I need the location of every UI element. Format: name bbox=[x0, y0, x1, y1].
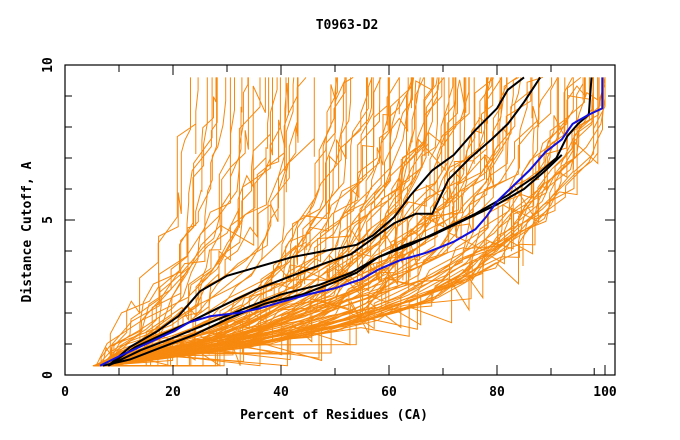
model-line bbox=[110, 77, 586, 367]
model-line bbox=[94, 77, 390, 367]
model-line bbox=[106, 77, 591, 367]
model-line bbox=[110, 77, 508, 367]
model-line bbox=[105, 76, 354, 367]
model-line bbox=[93, 77, 594, 367]
model-line bbox=[100, 77, 367, 367]
model-line bbox=[100, 77, 218, 366]
model-line bbox=[102, 77, 191, 366]
model-line bbox=[104, 77, 409, 367]
model-line bbox=[108, 77, 249, 366]
model-line bbox=[100, 77, 584, 367]
x-axis-label: Percent of Residues (CA) bbox=[240, 408, 428, 423]
x-tick-label: 60 bbox=[381, 385, 397, 400]
model-line bbox=[106, 77, 582, 367]
model-line bbox=[95, 77, 218, 366]
y-axis-label: Distance Cutoff, A bbox=[20, 161, 35, 302]
x-tick-labels: 0 20 40 60 80 100 bbox=[61, 385, 617, 400]
model-line bbox=[92, 77, 559, 367]
model-line bbox=[108, 77, 599, 367]
model-lines bbox=[92, 76, 606, 367]
reference-blue-line bbox=[99, 77, 604, 367]
model-line bbox=[93, 77, 457, 367]
model-line bbox=[106, 77, 373, 367]
model-line bbox=[106, 77, 281, 366]
model-line bbox=[111, 77, 278, 367]
y-tick-labels: 0 5 10 bbox=[41, 57, 56, 379]
model-line bbox=[106, 77, 217, 366]
model-line bbox=[103, 77, 466, 367]
model-line bbox=[111, 77, 273, 366]
chart-title: T0963-D2 bbox=[316, 18, 379, 33]
model-line bbox=[95, 77, 400, 367]
x-tick-label: 40 bbox=[273, 385, 289, 400]
highlight-4-line bbox=[102, 154, 563, 367]
x-tick-label: 100 bbox=[593, 385, 617, 400]
model-line bbox=[92, 77, 445, 367]
model-line bbox=[108, 77, 382, 367]
axis-ticks bbox=[64, 64, 615, 376]
y-tick-label: 0 bbox=[41, 371, 56, 379]
model-line bbox=[106, 77, 445, 367]
x-tick-label: 0 bbox=[61, 385, 69, 400]
model-line bbox=[103, 77, 494, 367]
model-line bbox=[109, 77, 346, 367]
model-line bbox=[113, 77, 266, 367]
model-line bbox=[96, 77, 540, 367]
y-tick-label: 5 bbox=[41, 216, 56, 224]
model-line bbox=[94, 77, 566, 367]
highlight-1-line bbox=[107, 76, 525, 367]
model-line bbox=[101, 77, 249, 367]
model-line bbox=[103, 77, 270, 367]
model-line bbox=[102, 77, 315, 367]
model-line bbox=[108, 77, 456, 367]
model-line bbox=[98, 77, 585, 367]
model-line bbox=[110, 77, 600, 367]
x-tick-label: 20 bbox=[165, 385, 181, 400]
highlight-3-line bbox=[107, 77, 593, 367]
model-line bbox=[106, 77, 522, 367]
model-line bbox=[111, 77, 553, 367]
model-line bbox=[96, 77, 231, 367]
model-line bbox=[108, 77, 243, 366]
model-line bbox=[99, 77, 475, 367]
model-line bbox=[108, 77, 604, 367]
y-tick-label: 10 bbox=[41, 57, 56, 73]
model-line bbox=[110, 77, 208, 366]
model-line bbox=[94, 77, 372, 367]
model-line bbox=[95, 77, 508, 367]
model-line bbox=[95, 77, 443, 367]
model-line bbox=[112, 77, 261, 367]
x-tick-label: 80 bbox=[489, 385, 505, 400]
reference-line-group bbox=[99, 77, 604, 367]
model-line bbox=[109, 77, 574, 367]
model-line bbox=[97, 77, 369, 367]
model-line bbox=[94, 77, 299, 367]
